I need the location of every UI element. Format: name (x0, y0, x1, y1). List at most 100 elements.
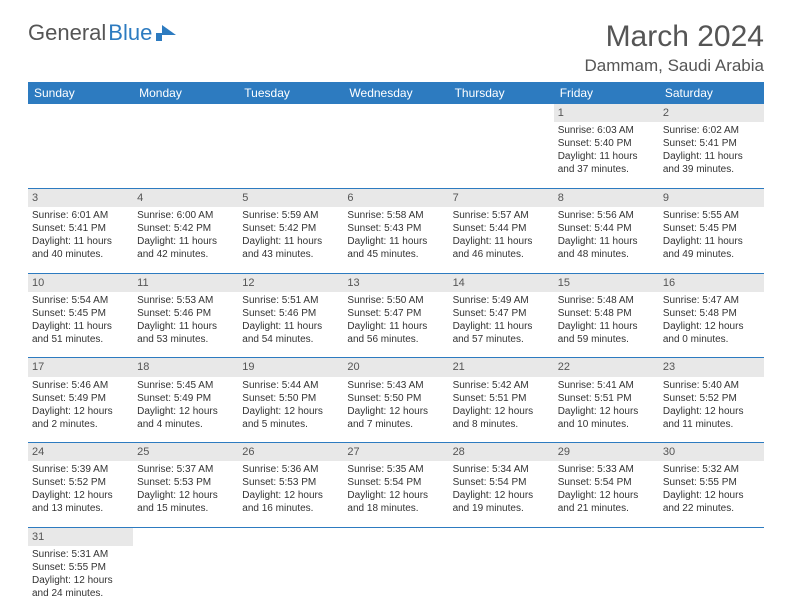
day-number-row: 17181920212223 (28, 358, 764, 377)
daylight-text: and 21 minutes. (558, 502, 655, 515)
day-header: Saturday (659, 82, 764, 104)
daylight-text: and 8 minutes. (453, 418, 550, 431)
daylight-text: Daylight: 12 hours (32, 405, 129, 418)
day-header: Monday (133, 82, 238, 104)
daylight-text: Daylight: 11 hours (663, 235, 760, 248)
daylight-text: and 53 minutes. (137, 333, 234, 346)
daylight-text: Daylight: 12 hours (242, 405, 339, 418)
sunset-text: Sunset: 5:51 PM (453, 392, 550, 405)
daylight-text: Daylight: 12 hours (32, 574, 129, 587)
sunrise-text: Sunrise: 5:32 AM (663, 463, 760, 476)
day-number-row: 24252627282930 (28, 443, 764, 462)
sunrise-text: Sunrise: 5:31 AM (32, 548, 129, 561)
daylight-text: and 7 minutes. (347, 418, 444, 431)
sunset-text: Sunset: 5:49 PM (32, 392, 129, 405)
day-header: Friday (554, 82, 659, 104)
sunrise-text: Sunrise: 5:34 AM (453, 463, 550, 476)
day-cell: Sunrise: 5:41 AMSunset: 5:51 PMDaylight:… (554, 377, 659, 443)
day-cell: Sunrise: 5:58 AMSunset: 5:43 PMDaylight:… (343, 207, 448, 273)
daylight-text: Daylight: 12 hours (663, 489, 760, 502)
sunset-text: Sunset: 5:46 PM (137, 307, 234, 320)
day-cell: Sunrise: 5:35 AMSunset: 5:54 PMDaylight:… (343, 461, 448, 527)
empty-cell (343, 122, 448, 188)
empty-cell (554, 527, 659, 546)
empty-cell (133, 527, 238, 546)
day-detail-row: Sunrise: 6:03 AMSunset: 5:40 PMDaylight:… (28, 122, 764, 188)
day-cell: Sunrise: 5:56 AMSunset: 5:44 PMDaylight:… (554, 207, 659, 273)
daylight-text: Daylight: 12 hours (663, 405, 760, 418)
daylight-text: and 59 minutes. (558, 333, 655, 346)
header: GeneralBlue March 2024 Dammam, Saudi Ara… (28, 20, 764, 76)
day-cell: Sunrise: 5:46 AMSunset: 5:49 PMDaylight:… (28, 377, 133, 443)
sunrise-text: Sunrise: 5:58 AM (347, 209, 444, 222)
sunrise-text: Sunrise: 5:48 AM (558, 294, 655, 307)
empty-cell (238, 546, 343, 612)
daylight-text: Daylight: 12 hours (137, 405, 234, 418)
day-cell: Sunrise: 5:36 AMSunset: 5:53 PMDaylight:… (238, 461, 343, 527)
day-cell: Sunrise: 5:45 AMSunset: 5:49 PMDaylight:… (133, 377, 238, 443)
day-number: 14 (449, 273, 554, 292)
sunrise-text: Sunrise: 5:44 AM (242, 379, 339, 392)
day-number: 22 (554, 358, 659, 377)
daylight-text: Daylight: 11 hours (558, 150, 655, 163)
empty-cell (659, 546, 764, 612)
logo-flag-icon (156, 25, 176, 41)
day-header: Sunday (28, 82, 133, 104)
day-cell: Sunrise: 5:33 AMSunset: 5:54 PMDaylight:… (554, 461, 659, 527)
daylight-text: Daylight: 11 hours (347, 235, 444, 248)
empty-cell (449, 104, 554, 122)
daylight-text: and 46 minutes. (453, 248, 550, 261)
sunrise-text: Sunrise: 5:49 AM (453, 294, 550, 307)
day-number: 11 (133, 273, 238, 292)
daylight-text: and 22 minutes. (663, 502, 760, 515)
sunrise-text: Sunrise: 5:39 AM (32, 463, 129, 476)
sunset-text: Sunset: 5:54 PM (347, 476, 444, 489)
day-detail-row: Sunrise: 5:31 AMSunset: 5:55 PMDaylight:… (28, 546, 764, 612)
day-cell: Sunrise: 5:43 AMSunset: 5:50 PMDaylight:… (343, 377, 448, 443)
empty-cell (343, 104, 448, 122)
day-number: 4 (133, 188, 238, 207)
sunrise-text: Sunrise: 6:00 AM (137, 209, 234, 222)
calendar-table: SundayMondayTuesdayWednesdayThursdayFrid… (28, 82, 764, 612)
day-number: 6 (343, 188, 448, 207)
day-number: 2 (659, 104, 764, 122)
empty-cell (28, 122, 133, 188)
day-cell: Sunrise: 5:48 AMSunset: 5:48 PMDaylight:… (554, 292, 659, 358)
day-cell: Sunrise: 5:59 AMSunset: 5:42 PMDaylight:… (238, 207, 343, 273)
empty-cell (133, 122, 238, 188)
daylight-text: Daylight: 11 hours (558, 320, 655, 333)
daylight-text: and 45 minutes. (347, 248, 444, 261)
daylight-text: and 54 minutes. (242, 333, 339, 346)
empty-cell (238, 104, 343, 122)
day-detail-row: Sunrise: 5:39 AMSunset: 5:52 PMDaylight:… (28, 461, 764, 527)
sunrise-text: Sunrise: 5:55 AM (663, 209, 760, 222)
empty-cell (133, 104, 238, 122)
month-title: March 2024 (584, 20, 764, 54)
daylight-text: Daylight: 11 hours (242, 235, 339, 248)
sunset-text: Sunset: 5:54 PM (453, 476, 550, 489)
sunset-text: Sunset: 5:47 PM (347, 307, 444, 320)
day-header-row: SundayMondayTuesdayWednesdayThursdayFrid… (28, 82, 764, 104)
logo-text-2: Blue (108, 20, 152, 46)
sunset-text: Sunset: 5:55 PM (32, 561, 129, 574)
logo-text-1: General (28, 20, 106, 46)
day-number-row: 10111213141516 (28, 273, 764, 292)
sunset-text: Sunset: 5:46 PM (242, 307, 339, 320)
day-number-row: 3456789 (28, 188, 764, 207)
day-number: 9 (659, 188, 764, 207)
daylight-text: Daylight: 12 hours (558, 405, 655, 418)
day-number: 27 (343, 443, 448, 462)
day-cell: Sunrise: 5:49 AMSunset: 5:47 PMDaylight:… (449, 292, 554, 358)
day-cell: Sunrise: 6:03 AMSunset: 5:40 PMDaylight:… (554, 122, 659, 188)
empty-cell (449, 122, 554, 188)
day-number: 10 (28, 273, 133, 292)
title-block: March 2024 Dammam, Saudi Arabia (584, 20, 764, 76)
daylight-text: and 11 minutes. (663, 418, 760, 431)
day-cell: Sunrise: 5:51 AMSunset: 5:46 PMDaylight:… (238, 292, 343, 358)
sunrise-text: Sunrise: 5:54 AM (32, 294, 129, 307)
sunset-text: Sunset: 5:54 PM (558, 476, 655, 489)
sunrise-text: Sunrise: 5:40 AM (663, 379, 760, 392)
day-number-row: 12 (28, 104, 764, 122)
day-number: 23 (659, 358, 764, 377)
day-cell: Sunrise: 5:57 AMSunset: 5:44 PMDaylight:… (449, 207, 554, 273)
